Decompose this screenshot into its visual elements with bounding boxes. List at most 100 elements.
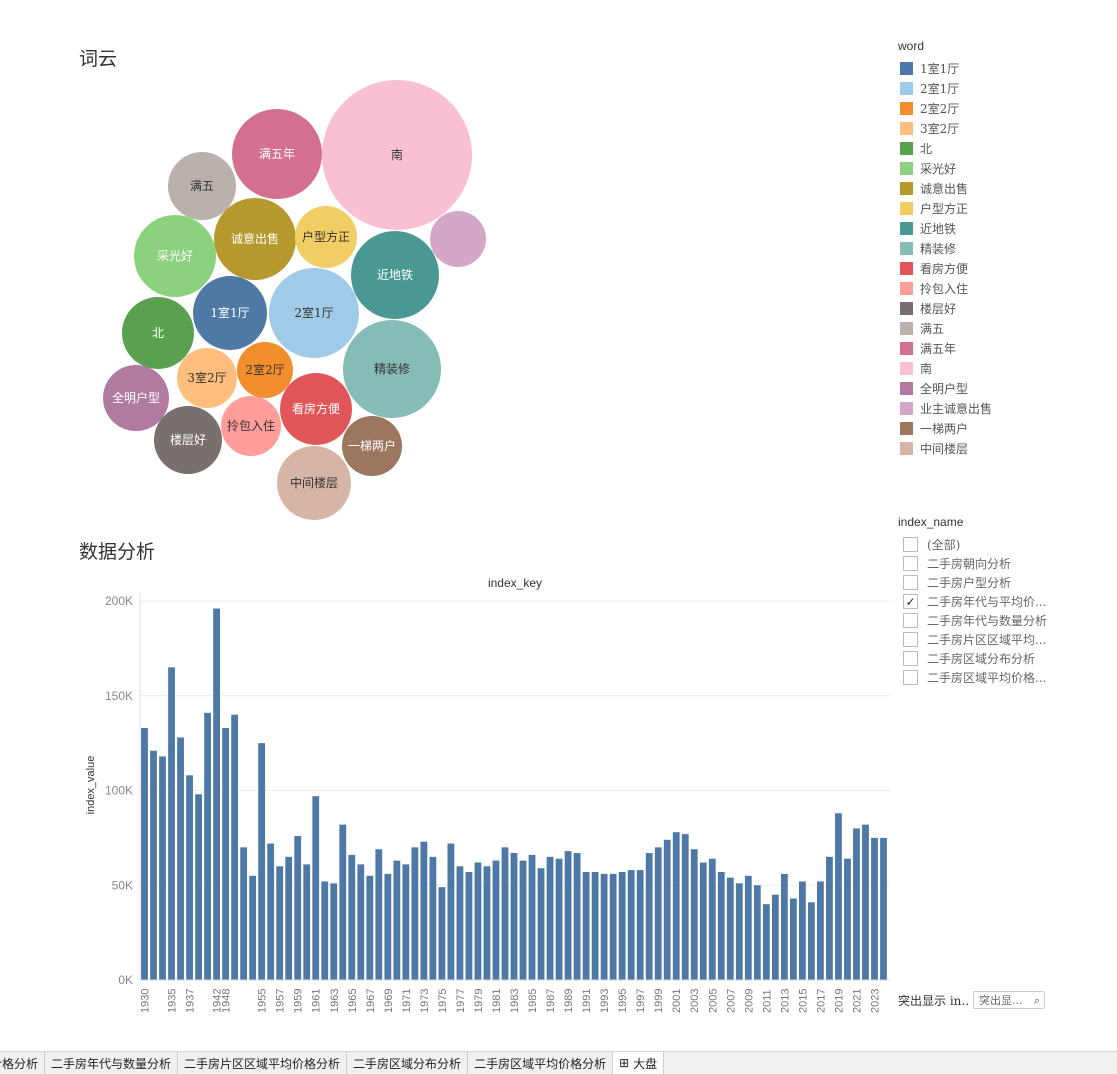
bar-1972[interactable] bbox=[411, 847, 419, 980]
bubble-南[interactable] bbox=[322, 80, 472, 230]
bar-2024[interactable] bbox=[880, 837, 887, 981]
bar-2002[interactable] bbox=[681, 834, 689, 980]
bar-1987[interactable] bbox=[546, 856, 554, 980]
bar-1933[interactable] bbox=[150, 750, 157, 980]
bar-1970[interactable] bbox=[393, 860, 401, 980]
bubble-业主诚意出售[interactable] bbox=[430, 211, 486, 267]
legend-item[interactable]: 2室2厅 bbox=[900, 98, 992, 118]
bar-1961[interactable] bbox=[312, 796, 320, 980]
bubble-中间楼层[interactable] bbox=[277, 446, 351, 520]
bar-1985[interactable] bbox=[528, 854, 536, 980]
filter-option[interactable]: (全部) bbox=[903, 535, 1047, 554]
bubble-户型方正[interactable] bbox=[295, 206, 357, 268]
bar-1996[interactable] bbox=[627, 870, 635, 980]
bar-2004[interactable] bbox=[699, 862, 707, 980]
checkbox-checked[interactable]: ✓ bbox=[903, 594, 918, 609]
bar-1976[interactable] bbox=[447, 843, 455, 980]
filter-option[interactable]: 二手房年代与数量分析 bbox=[903, 611, 1047, 630]
filter-option[interactable]: 二手房区域平均价格... bbox=[903, 668, 1047, 687]
bubble-3室2厅[interactable] bbox=[177, 348, 237, 408]
legend-item[interactable]: 全明户型 bbox=[900, 378, 992, 398]
bubble-采光好[interactable] bbox=[134, 215, 216, 297]
sheet-tab-二手房区域平均价格分析[interactable]: 二手房区域平均价格分析 bbox=[468, 1052, 614, 1074]
bar-2005[interactable] bbox=[708, 858, 716, 980]
bar-2007[interactable] bbox=[726, 877, 734, 980]
bubble-一梯两户[interactable] bbox=[342, 416, 402, 476]
bar-2008[interactable] bbox=[735, 883, 743, 980]
checkbox[interactable] bbox=[903, 575, 918, 590]
bar-1975[interactable] bbox=[438, 887, 446, 980]
legend-item[interactable]: 中间楼层 bbox=[900, 438, 992, 458]
bar-1955[interactable] bbox=[258, 743, 266, 981]
bar-1988[interactable] bbox=[555, 858, 563, 980]
legend-item[interactable]: 北 bbox=[900, 138, 992, 158]
legend-item[interactable]: 近地铁 bbox=[900, 218, 992, 238]
bar-1973[interactable] bbox=[420, 841, 428, 980]
bubble-看房方便[interactable] bbox=[280, 373, 352, 445]
bar-1935[interactable] bbox=[168, 667, 175, 980]
sheet-tab-大盘[interactable]: ⊞ 大盘 bbox=[613, 1052, 665, 1074]
bar-1960[interactable] bbox=[303, 864, 311, 980]
checkbox[interactable] bbox=[903, 632, 918, 647]
bubble-满五年[interactable] bbox=[232, 109, 322, 199]
highlight-search-input[interactable]: 突出显... ⌕ bbox=[973, 991, 1045, 1009]
bar-1967[interactable] bbox=[366, 875, 374, 980]
checkbox[interactable] bbox=[903, 556, 918, 571]
bar-1962[interactable] bbox=[321, 881, 329, 980]
bubble-诚意出售[interactable] bbox=[214, 198, 296, 280]
bar-2015[interactable] bbox=[798, 881, 806, 980]
bar-2009[interactable] bbox=[744, 875, 752, 980]
bar-1954[interactable] bbox=[249, 875, 257, 980]
bar-1963[interactable] bbox=[330, 883, 338, 980]
bubble-北[interactable] bbox=[122, 297, 194, 369]
bar-1942[interactable] bbox=[213, 608, 220, 980]
bar-1958[interactable] bbox=[285, 856, 293, 980]
bubble-精装修[interactable] bbox=[343, 320, 441, 418]
legend-item[interactable]: 满五年 bbox=[900, 338, 992, 358]
bar-1966[interactable] bbox=[357, 864, 365, 980]
bar-1990[interactable] bbox=[573, 853, 581, 980]
bubble-拎包入住[interactable] bbox=[221, 396, 281, 456]
bar-1994[interactable] bbox=[609, 873, 617, 980]
checkbox[interactable] bbox=[903, 537, 918, 552]
search-icon[interactable]: ⌕ bbox=[1033, 994, 1040, 1007]
filter-option[interactable]: 二手房朝向分析 bbox=[903, 554, 1047, 573]
bar-2011[interactable] bbox=[762, 904, 770, 980]
bar-2019[interactable] bbox=[835, 813, 842, 980]
bar-1979[interactable] bbox=[474, 862, 482, 980]
bar-2023[interactable] bbox=[871, 837, 878, 981]
filter-option[interactable]: 二手房区域分布分析 bbox=[903, 649, 1047, 668]
bubble-满五[interactable] bbox=[168, 152, 236, 220]
filter-option[interactable]: 二手房片区区域平均... bbox=[903, 630, 1047, 649]
bar-1997[interactable] bbox=[636, 870, 644, 980]
legend-item[interactable]: 拎包入住 bbox=[900, 278, 992, 298]
filter-option[interactable]: ✓ 二手房年代与平均价... bbox=[903, 592, 1047, 611]
bar-1959[interactable] bbox=[294, 835, 302, 980]
bar-1982[interactable] bbox=[501, 847, 509, 980]
legend-item[interactable]: 业主诚意出售 bbox=[900, 398, 992, 418]
bar-1986[interactable] bbox=[537, 868, 545, 980]
bar-2020[interactable] bbox=[844, 858, 851, 980]
bar-1991[interactable] bbox=[582, 871, 590, 980]
legend-item[interactable]: 南 bbox=[900, 358, 992, 378]
bar-1977[interactable] bbox=[456, 866, 464, 980]
bar-2000[interactable] bbox=[663, 839, 671, 980]
bar-1993[interactable] bbox=[600, 873, 608, 980]
bar-1995[interactable] bbox=[618, 871, 626, 980]
sheet-tab-二手房片区区域平均价格分析[interactable]: 二手房片区区域平均价格分析 bbox=[178, 1052, 348, 1074]
bar-1983[interactable] bbox=[510, 853, 518, 980]
filter-option[interactable]: 二手房户型分析 bbox=[903, 573, 1047, 592]
bar-2017[interactable] bbox=[817, 881, 824, 980]
legend-item[interactable]: 一梯两户 bbox=[900, 418, 992, 438]
legend-item[interactable]: 1室1厅 bbox=[900, 58, 992, 78]
bar-1998[interactable] bbox=[645, 853, 653, 980]
bar-2003[interactable] bbox=[690, 849, 698, 980]
bar-1953[interactable] bbox=[240, 847, 248, 980]
bar-2006[interactable] bbox=[717, 871, 725, 980]
bar-1956[interactable] bbox=[267, 843, 275, 980]
bar-1934[interactable] bbox=[159, 756, 166, 980]
bar-1989[interactable] bbox=[564, 851, 572, 980]
bar-2016[interactable] bbox=[808, 902, 815, 980]
checkbox[interactable] bbox=[903, 670, 918, 685]
sheet-tab-二手房年代与数量分析[interactable]: 二手房年代与数量分析 bbox=[45, 1052, 179, 1074]
